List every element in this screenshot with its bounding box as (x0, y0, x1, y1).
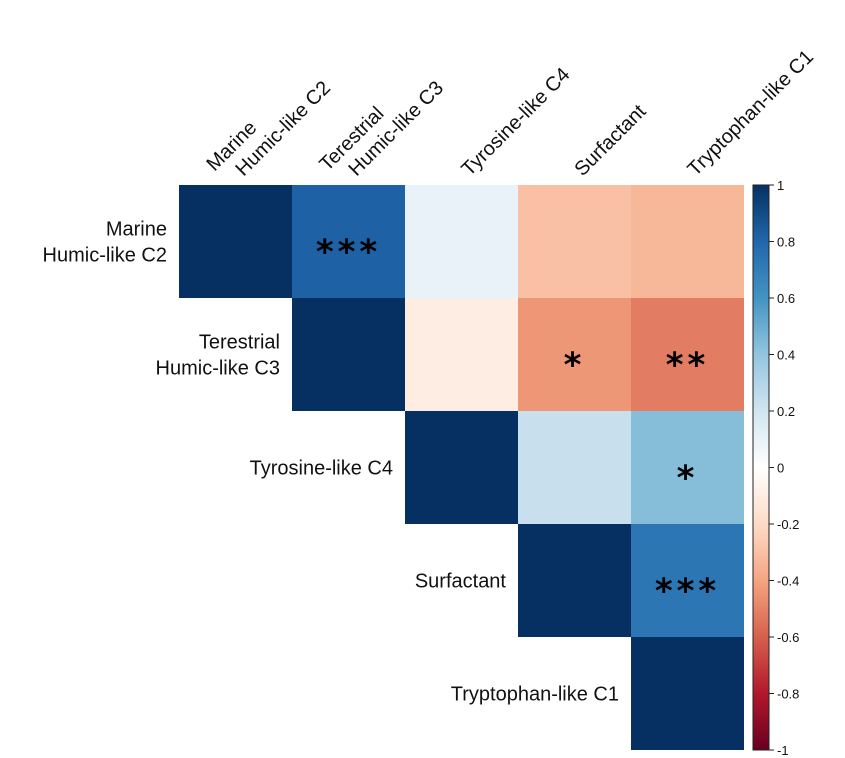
significance-marker-r1-c4: ** (666, 346, 710, 386)
heatmap-cell-r1-c3 (518, 298, 631, 411)
colorbar-tick-label-4: 0.2 (777, 404, 795, 419)
significance-marker-r2-c4: * (677, 459, 699, 499)
column-label-3: Surfactant (570, 100, 650, 180)
heatmap-cell-r0-c3 (518, 185, 631, 298)
row-label-0: Marine Humic-like C2 (43, 219, 167, 267)
heatmap-cell-r0-c2 (405, 185, 518, 298)
heatmap-cell-r1-c2 (405, 298, 518, 411)
svg-text:Tryptophan-like C1: Tryptophan-like C1 (683, 46, 818, 181)
colorbar-tick-label-2: 0.6 (777, 291, 795, 306)
colorbar-tick-label-3: 0.4 (777, 348, 795, 363)
colorbar-tick-label-8: -0.6 (777, 630, 799, 645)
significance-marker-r3-c4: *** (655, 572, 720, 612)
column-label-4: Tryptophan-like C1 (683, 46, 818, 181)
heatmap-cell-r1-c1 (292, 298, 405, 411)
colorbar-tick-label-1: 0.8 (777, 235, 795, 250)
colorbar-tick-label-0: 1 (777, 178, 784, 193)
heatmap-cell-r0-c0 (179, 185, 292, 298)
colorbar-gradient (752, 184, 770, 751)
heatmap-cell-r2-c2 (405, 411, 518, 524)
heatmap-cell-r0-c4 (631, 185, 744, 298)
column-labels: MarineHumic-like C2TerestrialHumic-like … (202, 46, 818, 193)
heatmap-cell-r4-c4 (631, 637, 744, 750)
colorbar: 1 0.8 0.6 0.4 0.2 0 -0.2 -0.4 -0.6 -0.8 -1 (752, 178, 799, 758)
svg-text:Surfactant: Surfactant (570, 100, 650, 180)
colorbar-tick-label-10: -1 (777, 743, 789, 758)
row-label-1: Terestrial Humic-like C3 (156, 332, 280, 380)
colorbar-tick-label-7: -0.4 (777, 574, 799, 589)
svg-text:MarineHumic-like C2: MarineHumic-like C2 (202, 60, 335, 193)
colorbar-tick-label-6: -0.2 (777, 517, 799, 532)
svg-text:Tyrosine-like C4: Tyrosine-like C4 (457, 64, 574, 181)
row-label-3: Surfactant (415, 571, 507, 593)
column-label-0: MarineHumic-like C2 (202, 60, 335, 193)
row-label-4: Tryptophan-like C1 (451, 684, 619, 706)
column-label-2: Tyrosine-like C4 (457, 64, 574, 181)
heatmap-cell-r1-c4 (631, 298, 744, 411)
row-labels: Marine Humic-like C2 Terestrial Humic-like … (43, 219, 619, 706)
svg-text:TerestrialHumic-like C3: TerestrialHumic-like C3 (315, 60, 448, 193)
row-label-2: Tyrosine-like C4 (250, 458, 393, 480)
heatmap-cell-r3-c4 (631, 524, 744, 637)
significance-marker-r0-c1: *** (316, 233, 381, 273)
heatmap-cells (179, 185, 744, 750)
heatmap-cell-r3-c3 (518, 524, 631, 637)
colorbar-tick-label-5: 0 (777, 461, 784, 476)
heatmap-cell-r0-c1 (292, 185, 405, 298)
significance-markers: **** ****** (316, 233, 720, 612)
column-label-1: TerestrialHumic-like C3 (315, 60, 448, 193)
colorbar-tick-label-9: -0.8 (777, 687, 799, 702)
heatmap-cell-r2-c3 (518, 411, 631, 524)
significance-marker-r1-c3: * (564, 346, 586, 386)
heatmap-cell-r2-c4 (631, 411, 744, 524)
